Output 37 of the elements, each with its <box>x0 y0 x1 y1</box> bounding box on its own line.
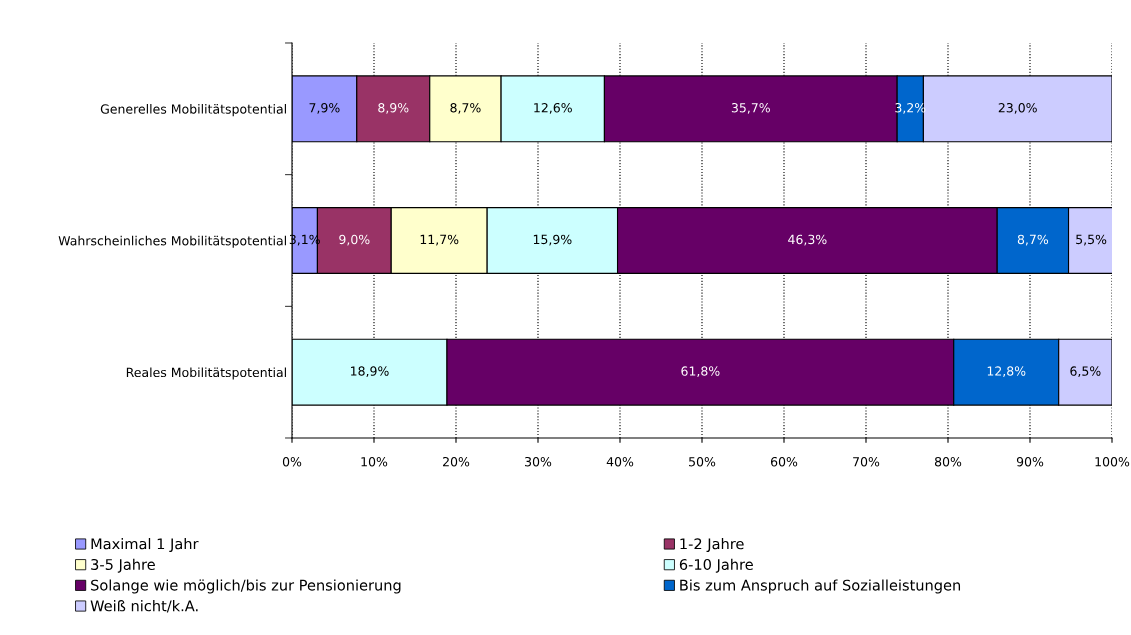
x-tick-label: 100% <box>1095 456 1130 467</box>
data-label: 46,3% <box>788 234 827 246</box>
x-tick-label: 20% <box>443 456 470 467</box>
x-tick-label: 50% <box>689 456 716 467</box>
x-tick-label: 30% <box>525 456 552 467</box>
x-tick-label: 60% <box>770 456 798 467</box>
x-tick-label: 10% <box>361 456 388 467</box>
legend-label: 3-5 Jahre <box>91 558 155 573</box>
data-label: 18,9% <box>351 366 389 378</box>
legend-label: Solange wie möglich/bis zur Pensionierung <box>91 579 401 594</box>
legend-label: 1-2 Jahre <box>680 538 744 553</box>
data-label: 35,7% <box>731 103 770 114</box>
x-tick-label: 40% <box>606 456 634 467</box>
legend-label: Weiß nicht/k.A. <box>90 600 198 613</box>
x-tick-label: 70% <box>853 456 880 467</box>
y-tick-label: Reales Mobilitätspotential <box>126 367 286 380</box>
data-label: 15,9% <box>533 234 572 246</box>
data-label: 6,5% <box>1070 366 1101 378</box>
y-tick-label: Wahrscheinliches Mobilitätspotential <box>58 235 286 248</box>
data-label: 12,6% <box>534 103 572 114</box>
data-label: 12,8% <box>987 366 1026 378</box>
data-label: 61,8% <box>681 366 720 378</box>
data-label: 7,9% <box>309 103 340 114</box>
data-label: 8,9% <box>378 103 409 114</box>
data-label: 8,7% <box>1017 234 1049 246</box>
legend-label: Maximal 1 Jahr <box>91 538 199 553</box>
x-tick-label: 0% <box>282 456 302 467</box>
x-tick-label: 90% <box>1016 456 1044 467</box>
data-label: 8,7% <box>450 103 481 114</box>
data-label: 23,0% <box>998 103 1037 114</box>
data-label: 11,7% <box>420 234 459 246</box>
data-label: 9,0% <box>339 234 370 246</box>
x-tick-label: 80% <box>934 456 962 467</box>
y-tick-label: Generelles Mobilitätspotential <box>100 104 286 117</box>
legend-label: Bis zum Anspruch auf Sozialleistungen <box>680 579 961 594</box>
data-label: 5,5% <box>1076 234 1107 246</box>
legend-label: 6-10 Jahre <box>679 558 753 573</box>
